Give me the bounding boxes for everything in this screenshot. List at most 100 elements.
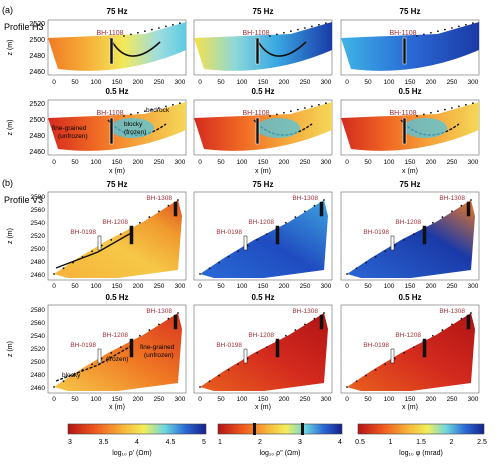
x-tick: 200: [133, 79, 144, 86]
z-tick: 2560: [31, 207, 46, 214]
z-tick: 2480: [29, 133, 45, 140]
electrode-dot: [62, 267, 65, 270]
x-tick: 100: [91, 79, 102, 86]
x-tick: 250: [447, 79, 458, 86]
borehole-label: BH-0198: [363, 229, 389, 236]
x-tick: 250: [300, 79, 311, 86]
electrode-dot: [470, 312, 472, 314]
electrode-dot: [237, 250, 240, 253]
electrode-dot: [451, 107, 453, 109]
electrode-dot: [416, 115, 418, 117]
electrode-dot: [165, 105, 167, 108]
electrode-dot: [130, 33, 132, 36]
electrode-dot: [458, 105, 460, 108]
electrode-dot: [237, 363, 240, 366]
electrode-dot: [290, 30, 292, 33]
electrode-dot: [416, 35, 418, 37]
x-tick: 150: [405, 396, 416, 403]
electrode-dot: [374, 369, 377, 371]
electrode-dot: [460, 317, 463, 320]
borehole-label: BH-1308: [292, 308, 318, 315]
x-tick: 150: [258, 283, 269, 290]
electrode-dot: [365, 261, 367, 264]
electrode-dot: [227, 369, 230, 371]
x-tick: 100: [91, 396, 102, 403]
panel-title: 75 Hz: [107, 180, 128, 189]
x-tick: 150: [258, 159, 269, 166]
electrode-dot: [355, 380, 358, 383]
z-axis-label: z (m): [7, 341, 14, 357]
x-tick: 200: [133, 396, 144, 403]
interface-line: [55, 231, 134, 269]
x-tick: 300: [468, 283, 479, 290]
electrode-dot: [294, 329, 297, 331]
x-tick: 300: [175, 159, 186, 166]
borehole-label: BH-1208: [395, 219, 421, 226]
borehole-label: BH-1108: [389, 30, 416, 37]
electrode-dot: [431, 334, 434, 337]
z-tick: 2580: [31, 307, 46, 314]
electrode-dot: [311, 105, 313, 108]
resistivity-section: [194, 22, 332, 71]
electrode-dot: [119, 346, 122, 349]
x-tick: 250: [447, 283, 458, 290]
x-tick: 300: [321, 159, 332, 166]
electrode-dot: [208, 380, 211, 383]
electrode-dot: [137, 111, 139, 114]
electrode-dot: [110, 351, 113, 354]
x-tick: 0: [345, 396, 349, 403]
electrode-dot: [465, 23, 467, 26]
electrode-dot: [91, 363, 94, 366]
x-tick: 150: [405, 79, 416, 86]
x-tick: 300: [175, 396, 186, 403]
x-tick: 150: [258, 79, 269, 86]
panel-v3r2-2: 0.5 Hz BH-1308 BH-1208 BH-0198 0 50 100 150 200 2…: [193, 293, 333, 411]
borehole-label: BH-1208: [248, 219, 274, 226]
panel-h3r1-3: 75 Hz BH-1108 0 50 100 150 200 250 300: [340, 7, 480, 86]
electrode-dot: [318, 103, 320, 106]
x-tick: 150: [405, 283, 416, 290]
section-label-a: (a): [2, 5, 13, 15]
x-tick: 300: [468, 159, 479, 166]
electrode-dot: [276, 33, 278, 36]
electrode-dot: [472, 102, 474, 105]
colorbar-tick: 3: [298, 439, 302, 446]
x-tick: 250: [300, 396, 311, 403]
electrode-dot: [403, 351, 406, 354]
electrode-dot: [365, 374, 367, 377]
electrode-dot: [423, 113, 425, 116]
profile-label-v3: Profile V3: [4, 195, 43, 205]
electrode-dot: [283, 111, 285, 114]
x-tick: 0: [198, 159, 202, 166]
z-tick: 2540: [31, 333, 46, 340]
colorbar-tick: 2.5: [477, 439, 487, 446]
electrode-dot: [123, 35, 125, 37]
borehole-marker: [243, 235, 248, 251]
electrode-dot: [165, 25, 167, 28]
colorbar-1-label: log₁₀ ρ' (Ωm): [112, 450, 152, 457]
electrode-dot: [297, 108, 299, 111]
colorbar-2-marker-b: [301, 423, 304, 435]
z-tick: 2500: [29, 37, 45, 44]
x-tick: 50: [217, 79, 225, 86]
panel-h3r2-1: 0.5 Hz BH-1108 2520 2500 2480 2460 z (m) 0 50 100…: [7, 87, 187, 175]
electrode-dot: [346, 386, 348, 388]
electrode-dot: [179, 22, 181, 25]
borehole-label: BH-1308: [292, 195, 318, 202]
electrode-dot: [437, 110, 439, 113]
electrode-dot: [172, 23, 174, 26]
frozen-zone: [403, 118, 447, 138]
electrode-dot: [313, 204, 316, 207]
x-tick: 200: [133, 159, 144, 166]
colorbar-3-label: log₁₀ φ (mrad): [399, 450, 443, 457]
borehole-marker: [402, 37, 407, 65]
borehole-marker: [275, 338, 280, 358]
z-tick: 2540: [31, 220, 46, 227]
annotation-frozen: (frozen): [124, 129, 146, 136]
borehole-label: BH-1308: [439, 195, 465, 202]
electrode-dot: [304, 27, 306, 29]
x-tick: 300: [321, 396, 332, 403]
x-axis-label: x (m): [402, 404, 418, 411]
electrode-dot: [123, 115, 125, 117]
section-label-b: (b): [2, 178, 13, 188]
